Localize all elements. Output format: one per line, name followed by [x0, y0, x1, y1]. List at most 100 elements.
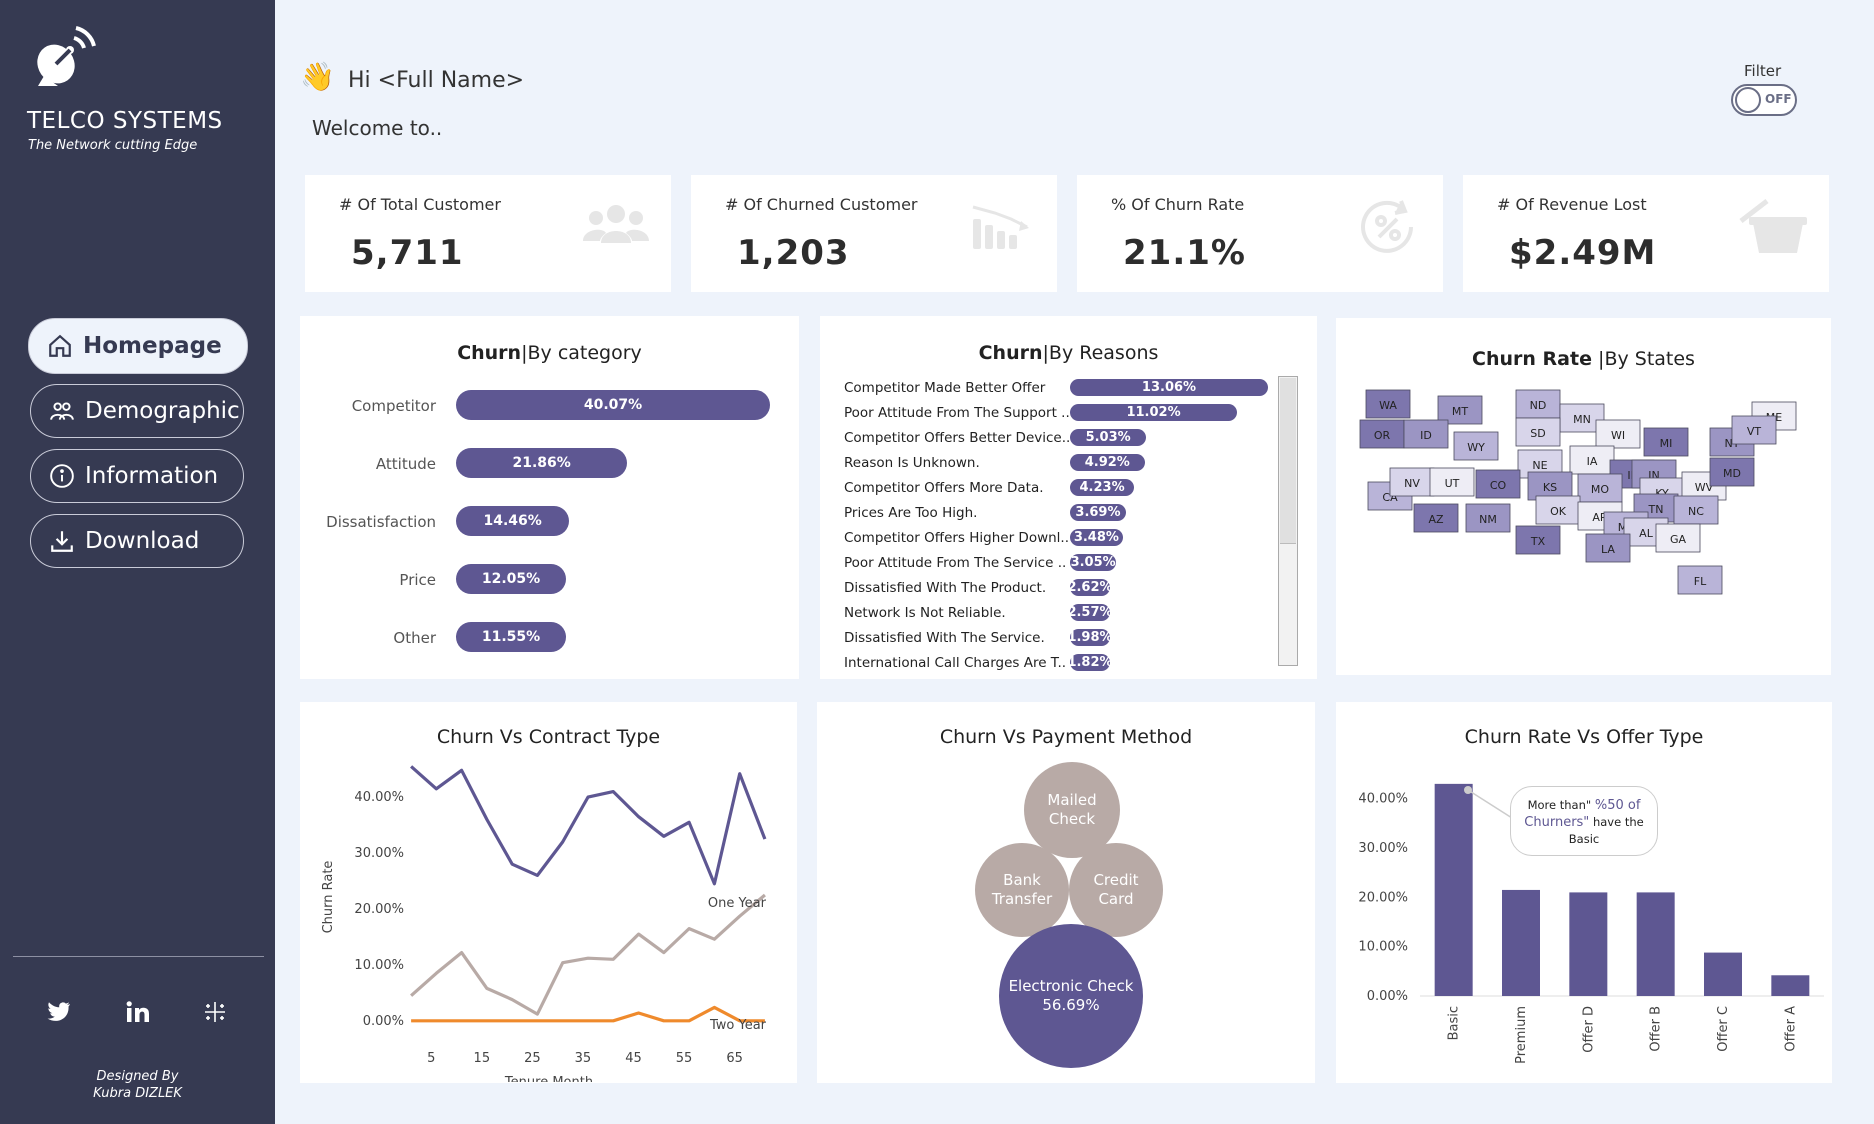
reason-row[interactable]: Competitor Offers Higher Downl.. 3.48% [820, 526, 1290, 551]
nav-download-button[interactable]: Download [30, 514, 244, 568]
scrollbar-thumb[interactable] [1280, 378, 1296, 544]
category-row-competitor[interactable]: Competitor 40.07% [300, 390, 800, 422]
annotation-highlight: %50 of Churners" [1524, 798, 1641, 830]
reasons-scrollbar[interactable] [1278, 376, 1298, 666]
offer-bar-premium[interactable] [1502, 889, 1540, 996]
reason-label: Dissatisfied With The Service. [844, 630, 1045, 646]
reason-row[interactable]: Competitor Made Better Offer 13.06% [820, 376, 1290, 401]
reason-row[interactable]: Dissatisfied With The Service. 1.98% [820, 626, 1290, 651]
reason-bar[interactable]: 13.06% [1070, 379, 1268, 396]
reason-row[interactable]: Poor Attitude From The Service .. 3.05% [820, 551, 1290, 576]
state-co[interactable]: CO [1475, 469, 1521, 499]
category-bar[interactable]: 11.55% [456, 622, 566, 652]
reason-row[interactable]: Competitor Offers More Data. 4.23% [820, 476, 1290, 501]
reason-row[interactable]: Prices Are Too High. 3.69% [820, 501, 1290, 526]
bubble-credit-card[interactable]: Credit Card [1069, 843, 1163, 937]
state-wa[interactable]: WA [1365, 389, 1411, 419]
state-or[interactable]: OR [1359, 419, 1405, 449]
customers-icon [583, 205, 649, 243]
category-row-dissatisfaction[interactable]: Dissatisfaction 14.46% [300, 506, 800, 538]
category-row-other[interactable]: Other 11.55% [300, 622, 800, 654]
bubble-mailed-check[interactable]: Mailed Check [1024, 762, 1120, 858]
reasons-list[interactable]: Competitor Made Better Offer 13.06% Poor A… [820, 376, 1290, 678]
state-md[interactable]: MD [1709, 457, 1755, 487]
state-id[interactable]: ID [1403, 419, 1449, 449]
reason-row[interactable]: International Call Charges Are T.. 1.82% [820, 651, 1290, 676]
offer-bar-offer-d[interactable] [1569, 892, 1608, 996]
state-mo[interactable]: MO [1577, 473, 1623, 503]
category-row-price[interactable]: Price 12.05% [300, 564, 800, 596]
reason-row[interactable]: Reason Is Unknown. 4.92% [820, 451, 1290, 476]
state-sd[interactable]: SD [1515, 417, 1561, 447]
bubble-label: Credit [1093, 871, 1139, 889]
state-vt[interactable]: VT [1731, 415, 1777, 445]
state-ia[interactable]: IA [1569, 445, 1615, 475]
state-mt[interactable]: MT [1437, 395, 1483, 425]
linkedin-link[interactable] [121, 998, 155, 1026]
reason-row[interactable]: Network Is Not Reliable. 2.57% [820, 601, 1290, 626]
reason-bar[interactable]: 2.62% [1067, 579, 1113, 596]
x-tick-label: Premium [1514, 1006, 1529, 1064]
category-bar[interactable]: 21.86% [456, 448, 628, 478]
twitter-link[interactable] [42, 998, 76, 1026]
state-nc[interactable]: NC [1673, 495, 1719, 525]
offer-bar-offer-b[interactable] [1636, 892, 1675, 996]
category-bar[interactable]: 14.46% [456, 506, 570, 536]
basket-icon [1739, 199, 1807, 253]
y-tick-label: 10.00% [354, 958, 404, 973]
category-bar[interactable]: 12.05% [456, 564, 566, 594]
bubble-electronic-check[interactable]: Electronic Check 56.69% [999, 924, 1143, 1068]
nav-homepage-button[interactable]: Homepage [28, 318, 248, 374]
nav-information-button[interactable]: Information [30, 449, 244, 503]
kpi-total-customer: # Of Total Customer 5,711 [305, 175, 671, 292]
tableau-link[interactable] [198, 998, 232, 1026]
reason-row[interactable]: Poor Attitude From The Support .. 11.02% [820, 401, 1290, 426]
offer-bar-offer-a[interactable] [1771, 975, 1810, 996]
state-la[interactable]: LA [1585, 533, 1631, 563]
state-wi[interactable]: WI [1595, 419, 1641, 449]
offer-bar-offer-c[interactable] [1704, 952, 1742, 996]
state-fl[interactable]: FL [1677, 565, 1723, 595]
state-tn[interactable]: TN [1633, 493, 1679, 523]
nav-demographic-button[interactable]: Demographic [30, 384, 244, 438]
state-az[interactable]: AZ [1413, 503, 1459, 533]
state-ga[interactable]: GA [1655, 523, 1701, 553]
reason-row[interactable]: Competitor Offers Better Device.. 5.03% [820, 426, 1290, 451]
state-ks[interactable]: KS [1527, 471, 1573, 501]
state-label: OK [1550, 505, 1567, 518]
state-tx[interactable]: TX [1515, 525, 1561, 555]
reason-bar[interactable]: 1.82% [1067, 654, 1113, 671]
reason-bar[interactable]: 3.05% [1070, 554, 1117, 571]
tableau-icon [205, 1002, 225, 1022]
reason-bar[interactable]: 4.92% [1070, 454, 1145, 471]
panel-title-rest: By category [527, 342, 642, 364]
reason-bar[interactable]: 5.03% [1070, 429, 1147, 446]
reason-bar[interactable]: 3.48% [1070, 529, 1123, 546]
reason-bar[interactable]: 2.57% [1067, 604, 1113, 621]
state-nv[interactable]: NV [1389, 467, 1435, 497]
x-axis-label: Tenure Month [504, 1075, 593, 1082]
us-states-map[interactable]: WAMTNDMNMEORIDWYSDWIMINYVTNEIAILINCANVUT… [1350, 382, 1816, 647]
x-tick-label: Offer D [1581, 1006, 1596, 1053]
kpi-churn-rate: % Of Churn Rate 21.1% [1077, 175, 1443, 292]
bubble-bank-transfer[interactable]: Bank Transfer [975, 843, 1069, 937]
reason-label: Network Is Not Reliable. [844, 605, 1006, 621]
filter-toggle[interactable]: OFF [1731, 84, 1797, 116]
reason-row[interactable]: Dissatisfied With The Product. 2.62% [820, 576, 1290, 601]
category-row-attitude[interactable]: Attitude 21.86% [300, 448, 800, 480]
state-ok[interactable]: OK [1535, 495, 1581, 525]
state-label: UT [1445, 477, 1460, 490]
reason-bar[interactable]: 4.23% [1070, 479, 1135, 496]
reason-bar[interactable]: 11.02% [1070, 404, 1238, 421]
reason-bar[interactable]: 1.98% [1067, 629, 1113, 646]
people-icon [50, 402, 74, 420]
panel-title: Churn Rate |By States [1472, 348, 1695, 370]
state-mi[interactable]: MI [1643, 427, 1689, 457]
offer-bar-basic[interactable] [1434, 783, 1473, 996]
state-nd[interactable]: ND [1515, 389, 1561, 419]
category-bar[interactable]: 40.07% [456, 390, 770, 420]
state-wy[interactable]: WY [1453, 431, 1499, 461]
state-ut[interactable]: UT [1429, 467, 1475, 497]
reason-bar[interactable]: 3.69% [1070, 504, 1126, 521]
state-nm[interactable]: NM [1465, 503, 1511, 533]
